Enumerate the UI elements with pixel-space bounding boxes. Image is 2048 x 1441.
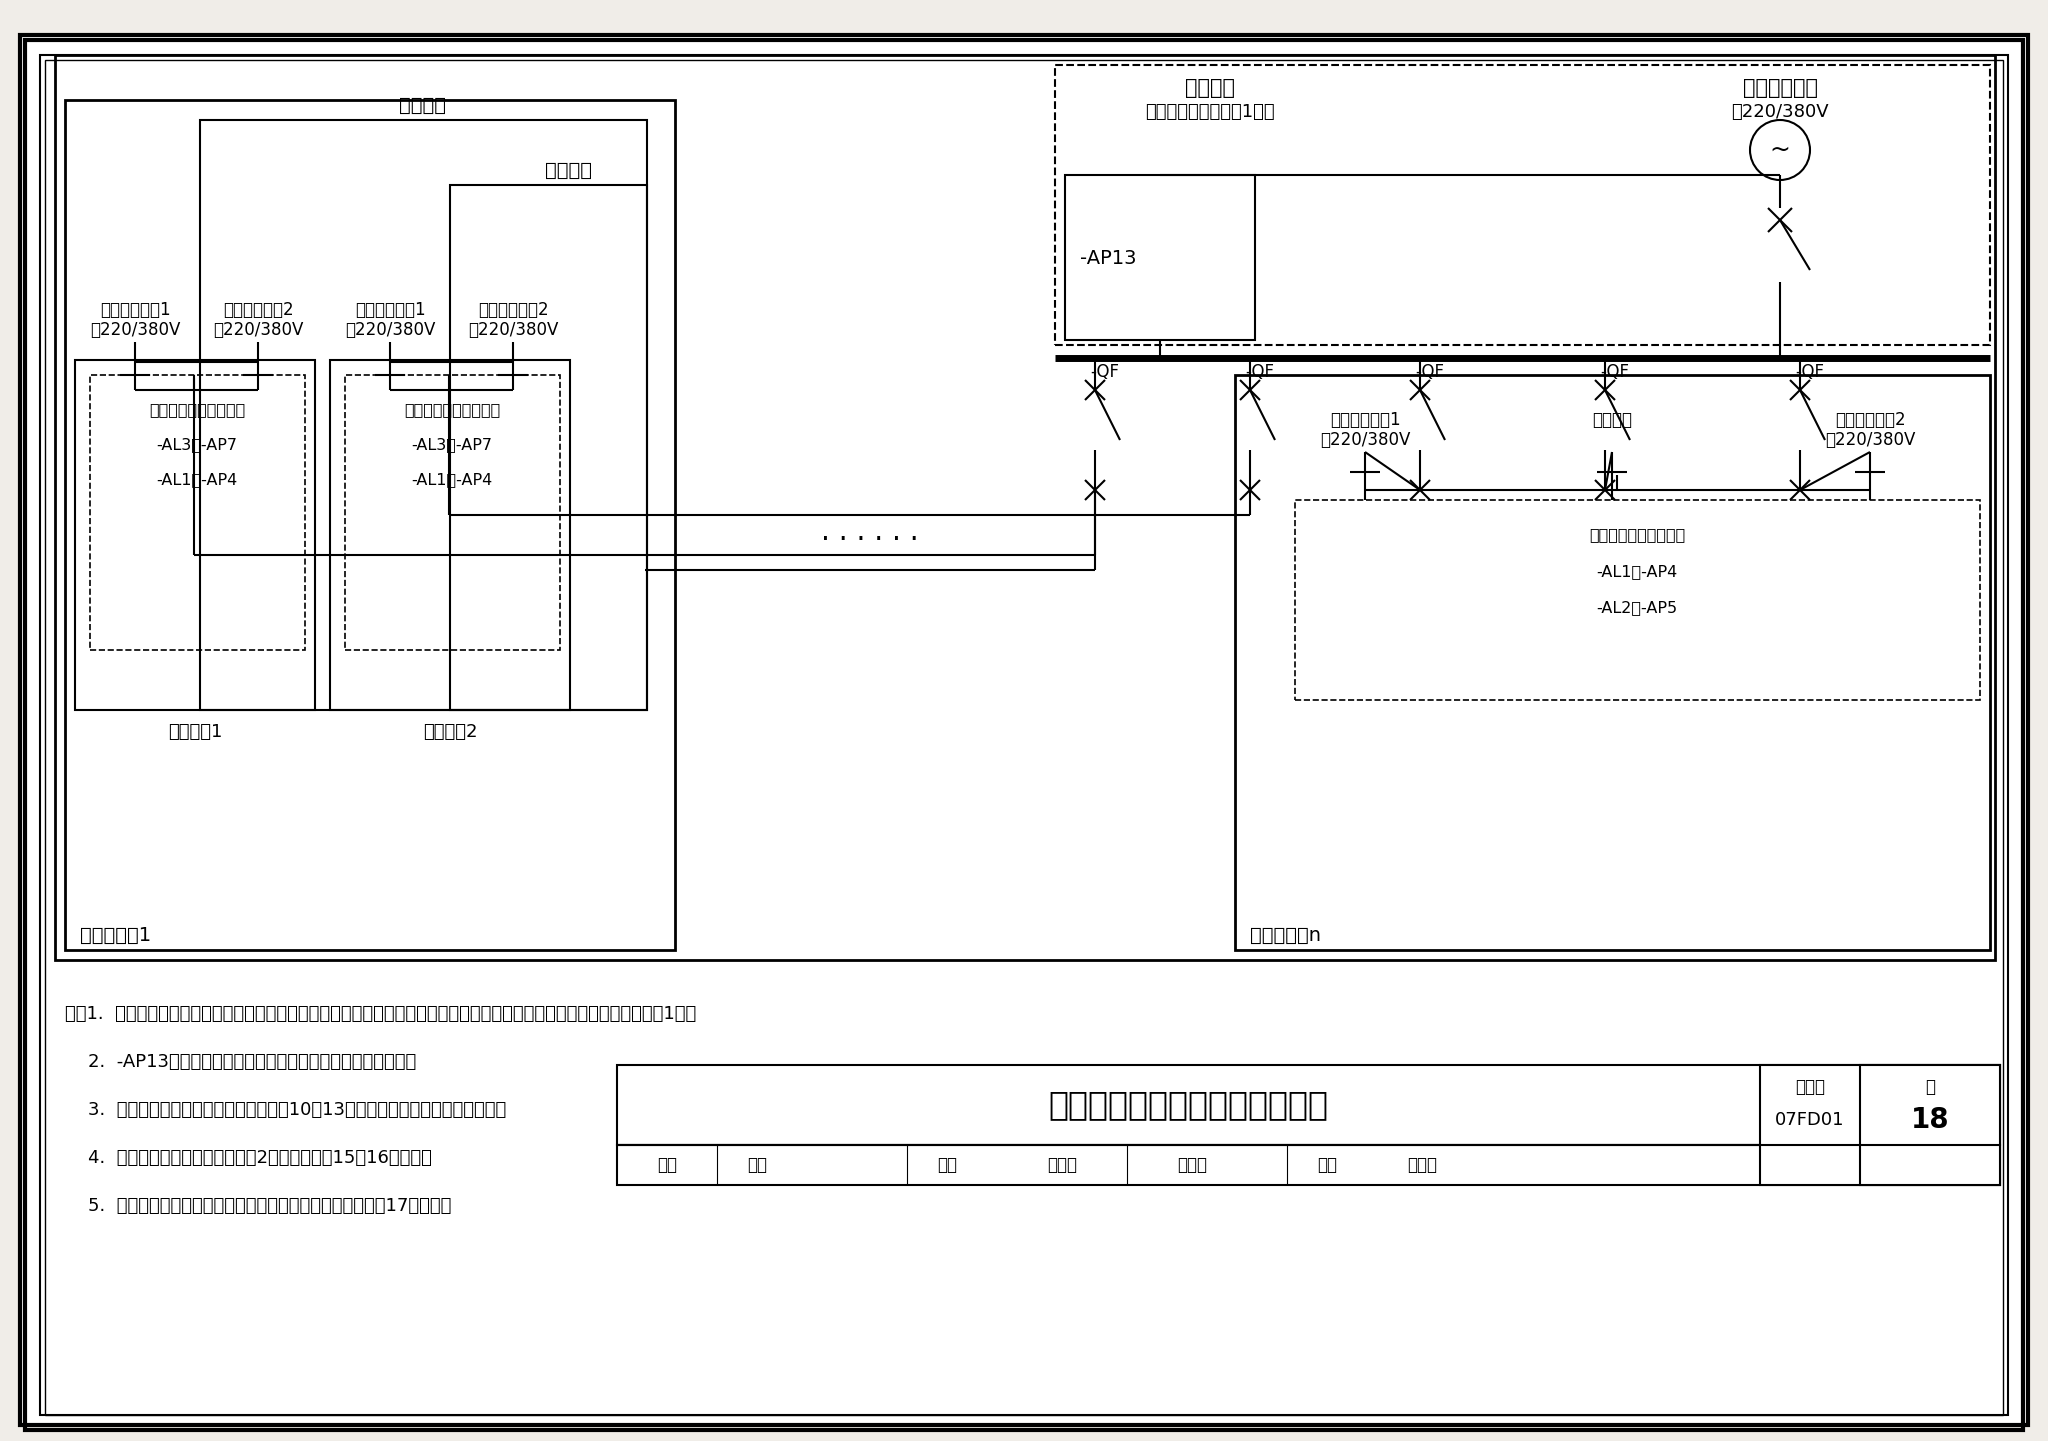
Text: 防护单关2: 防护单关2 <box>422 723 477 741</box>
Text: 5.  平时负荷由一路电力系统电源向各防护单元供电时参见第17页方案。: 5. 平时负荷由一路电力系统电源向各防护单元供电时参见第17页方案。 <box>66 1197 451 1215</box>
Text: -QF: -QF <box>1415 363 1444 380</box>
Text: 电力系统电源2: 电力系统电源2 <box>477 301 549 318</box>
Text: 自备电源: 自备电源 <box>545 160 592 180</box>
Bar <box>451 184 647 710</box>
Text: ～220/380V: ～220/380V <box>1731 102 1829 121</box>
Text: ～220/380V: ～220/380V <box>90 321 180 339</box>
Text: 柴油发电机组: 柴油发电机组 <box>1743 78 1817 98</box>
Bar <box>1759 1065 2001 1185</box>
Text: 18: 18 <box>1911 1107 1950 1134</box>
Bar <box>1065 174 1255 340</box>
Text: 徐学民: 徐学民 <box>1407 1156 1438 1174</box>
Text: 校对: 校对 <box>938 1156 956 1174</box>
Text: 3.  人防电源配电柜（筱）系统图参见第10～13页一个防护单元供电系统示意图。: 3. 人防电源配电柜（筱）系统图参见第10～13页一个防护单元供电系统示意图。 <box>66 1101 506 1120</box>
Text: ～220/380V: ～220/380V <box>1825 431 1915 450</box>
Bar <box>90 375 305 650</box>
Text: -AL1、-AP4: -AL1、-AP4 <box>156 473 238 487</box>
Text: 电力系统电源1: 电力系统电源1 <box>1329 411 1401 429</box>
Bar <box>1294 500 1980 700</box>
Text: 孙兰: 孙兰 <box>748 1156 768 1174</box>
Text: -AP13: -AP13 <box>1079 248 1137 268</box>
Text: 防护单关1: 防护单关1 <box>168 723 221 741</box>
Text: -AL3、-AP7: -AL3、-AP7 <box>412 438 492 452</box>
Text: ～220/380V: ～220/380V <box>213 321 303 339</box>
Bar <box>616 1146 2001 1185</box>
Text: 李立晓: 李立晓 <box>1047 1156 1077 1174</box>
Text: -QF: -QF <box>1090 363 1118 380</box>
Text: 图集号: 图集号 <box>1794 1078 1825 1097</box>
Text: 寡核: 寡核 <box>657 1156 678 1174</box>
Text: 防空地下室n: 防空地下室n <box>1249 925 1321 944</box>
Text: ～220/380V: ～220/380V <box>1319 431 1411 450</box>
Text: · · · · · ·: · · · · · · <box>821 526 920 553</box>
Text: 电力系统电源2: 电力系统电源2 <box>223 301 293 318</box>
Text: -QF: -QF <box>1599 363 1628 380</box>
Text: 电力系统电源2: 电力系统电源2 <box>1835 411 1905 429</box>
Text: 电力系统电源1: 电力系统电源1 <box>100 301 170 318</box>
Text: 区域电站供电系统示意图（二）: 区域电站供电系统示意图（二） <box>1049 1088 1327 1121</box>
Text: ～220/380V: ～220/380V <box>344 321 434 339</box>
Bar <box>616 1065 2001 1146</box>
Text: 防空地下室1: 防空地下室1 <box>80 925 152 944</box>
Text: 07FD01: 07FD01 <box>1776 1111 1845 1128</box>
Text: 区域电源: 区域电源 <box>1591 411 1632 429</box>
Text: 自备电源: 自备电源 <box>399 95 446 114</box>
Text: 香引花: 香引花 <box>1178 1156 1206 1174</box>
Text: -QF: -QF <box>1794 363 1825 380</box>
Bar <box>1235 375 1991 950</box>
Text: 4.  防空地下室的防护单元数大于2时，宜采用第15、16页方案。: 4. 防空地下室的防护单元数大于2时，宜采用第15、16页方案。 <box>66 1148 432 1167</box>
Text: 区域电站: 区域电站 <box>1186 78 1235 98</box>
Text: 人防电源配电柜（筱）: 人防电源配电柜（筱） <box>403 402 500 418</box>
Text: （设置在防空地下室1内）: （设置在防空地下室1内） <box>1145 102 1274 121</box>
Text: -AL1、-AP4: -AL1、-AP4 <box>1595 565 1677 579</box>
Bar <box>1055 65 1991 344</box>
Text: 设计: 设计 <box>1317 1156 1337 1174</box>
Text: 人防电源配电柜（筱）: 人防电源配电柜（筱） <box>1589 527 1686 542</box>
Text: ~: ~ <box>1769 138 1790 161</box>
Text: 页: 页 <box>1925 1078 1935 1097</box>
Text: ～220/380V: ～220/380V <box>467 321 559 339</box>
Bar <box>76 360 315 710</box>
Bar <box>330 360 569 710</box>
Text: -AL2、-AP5: -AL2、-AP5 <box>1597 601 1677 615</box>
Text: -QF: -QF <box>1245 363 1274 380</box>
Bar <box>1860 1065 2001 1185</box>
Text: 注：1.  本方案平时负荷由两路电力系统电源供电，战时负荷由区域电站供电，区域电站设在某个防空地下室内（防空地下室1）。: 注：1. 本方案平时负荷由两路电力系统电源供电，战时负荷由区域电站供电，区域电站… <box>66 1004 696 1023</box>
Text: -AL3、-AP7: -AL3、-AP7 <box>156 438 238 452</box>
Bar <box>201 120 647 710</box>
Text: 2.  -AP13人防电源配电柜（筱）宜安装在区域电站控制室内。: 2. -AP13人防电源配电柜（筱）宜安装在区域电站控制室内。 <box>66 1053 416 1071</box>
Text: -AL1、-AP4: -AL1、-AP4 <box>412 473 494 487</box>
Bar <box>55 55 1995 960</box>
Text: 电力系统电源1: 电力系统电源1 <box>354 301 426 318</box>
Bar <box>344 375 559 650</box>
Text: 人防电源配电柜（筱）: 人防电源配电柜（筱） <box>150 402 246 418</box>
Bar <box>66 99 676 950</box>
